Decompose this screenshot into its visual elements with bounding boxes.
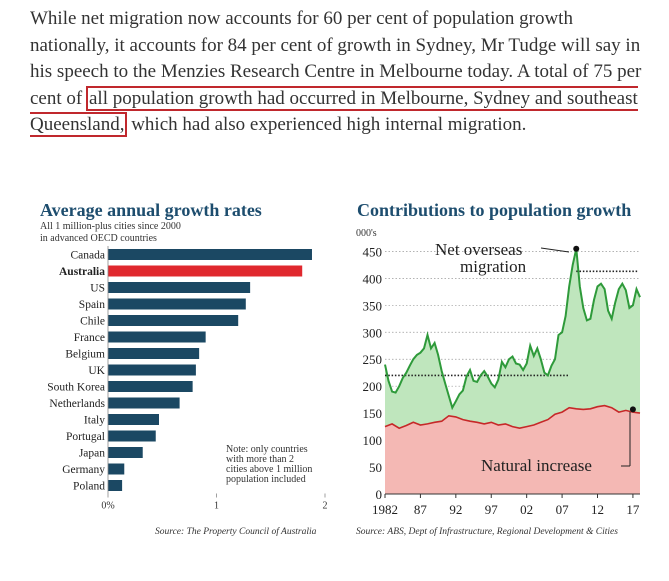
bar-highlight [108, 265, 303, 277]
area-y-tick-label: 200 [363, 379, 383, 394]
bar-chart-source: Source: The Property Council of Australi… [155, 526, 317, 537]
area-chart-source: Source: ABS, Dept of Infrastructure, Reg… [356, 526, 618, 537]
bar-chart-subtitle-2: in advanced OECD countries [40, 233, 157, 244]
bar-category-label: Japan [79, 448, 105, 460]
net-migration-line [384, 248, 641, 411]
article-paragraph: While net migration now accounts for 60 … [30, 6, 650, 139]
bar [108, 298, 246, 310]
bar-series: Canada Australia US Spain Chile France Belgium… [47, 249, 312, 493]
peak-marker [573, 245, 580, 252]
bar [108, 414, 159, 425]
bar-category-label: Australia [59, 266, 105, 278]
area-y-tick-label: 400 [363, 271, 383, 286]
bar-category-label: South Korea [47, 382, 105, 394]
bar-chart-note-2: with more than 2 [226, 454, 294, 465]
charts-figure: Average annual growth rates All 1 millio… [0, 190, 669, 576]
bar [108, 315, 239, 326]
area-x-tick-label: 17 [626, 502, 640, 517]
net-migration-label-1: Net overseas [435, 240, 522, 259]
bar-category-label: Portugal [66, 431, 105, 443]
area-x-tick-label: 07 [556, 502, 570, 517]
bar [108, 381, 193, 392]
bar-category-label: Italy [84, 415, 105, 427]
area-chart: Contributions to population growth 000's… [356, 200, 641, 537]
area-y-tick-label: 150 [363, 406, 383, 421]
area-chart-title: Contributions to population growth [357, 200, 631, 220]
charts-svg: Average annual growth rates All 1 millio… [40, 200, 641, 537]
bar-category-label: Netherlands [49, 398, 105, 410]
area-y-tick-label: 450 [363, 244, 383, 259]
bar-category-label: Poland [73, 481, 105, 493]
area-y-tick-label: 300 [363, 325, 383, 340]
bar-category-label: Belgium [65, 349, 105, 361]
area-x-tick-label: 12 [591, 502, 604, 517]
peak-marker [629, 406, 636, 413]
bar-x-tick-label: 1 [214, 501, 219, 512]
bar-category-label: Germany [62, 464, 105, 476]
area-y-tick-label: 50 [369, 460, 382, 475]
highlighted-phrase: all population growth had occurred in Me… [30, 85, 638, 137]
area-x-tick-label: 92 [449, 502, 462, 517]
bar-category-label: France [74, 332, 105, 344]
bar [108, 364, 196, 376]
bar-x-tick-label: 0% [101, 501, 114, 512]
bar [108, 463, 125, 475]
natural-increase-area [385, 405, 640, 494]
bar-category-label: Spain [79, 299, 105, 311]
area-y-tick-label: 350 [363, 298, 383, 313]
bar-x-axis: 0% 1 2 [101, 246, 328, 512]
bar [108, 430, 156, 442]
article-text-after: which had also experienced high internal… [131, 114, 527, 135]
bar-category-label: Chile [80, 316, 105, 328]
area-fills [385, 248, 640, 494]
bar-chart-title: Average annual growth rates [40, 200, 262, 220]
bar-chart-note-4: population included [226, 474, 306, 485]
area-lines [384, 245, 641, 430]
bar-category-label: US [90, 283, 105, 295]
net-migration-leader [540, 247, 570, 253]
bar-chart-note-1: Note: only countries [226, 444, 308, 455]
bar-category-label: UK [88, 365, 105, 377]
natural-increase-label: Natural increase [481, 456, 592, 475]
area-chart-unit: 000's [356, 228, 377, 239]
bar [108, 397, 180, 409]
article-text-before: While net migration now accounts for 60 … [30, 8, 642, 109]
area-x-tick-label: 02 [520, 502, 533, 517]
bar-chart-subtitle-1: All 1 million-plus cities since 2000 [40, 221, 181, 232]
area-x-tick-label: 87 [414, 502, 428, 517]
bar-chart: Average annual growth rates All 1 millio… [40, 200, 328, 537]
bar [108, 480, 123, 491]
area-x-tick-label: 1982 [372, 502, 398, 517]
area-axes: 0 50 100 150 200 250 300 350 400 450 1982 87 92 97 02 0… [363, 244, 640, 517]
bar [108, 331, 206, 343]
bar [108, 249, 312, 260]
bar [108, 447, 143, 458]
area-x-tick-label: 97 [485, 502, 499, 517]
area-y-tick-label: 100 [363, 433, 383, 448]
bar-category-label: Canada [71, 250, 105, 262]
bar-chart-note-3: cities above 1 million [226, 464, 312, 475]
area-y-tick-label: 250 [363, 352, 383, 367]
net-migration-label-2: migration [460, 257, 527, 276]
natural-increase-line [384, 404, 641, 430]
area-y-tick-label: 0 [376, 487, 383, 502]
article-text: While net migration now accounts for 60 … [30, 6, 650, 139]
bar [108, 348, 200, 359]
bar [108, 282, 251, 293]
bar-x-tick-label: 2 [323, 501, 328, 512]
